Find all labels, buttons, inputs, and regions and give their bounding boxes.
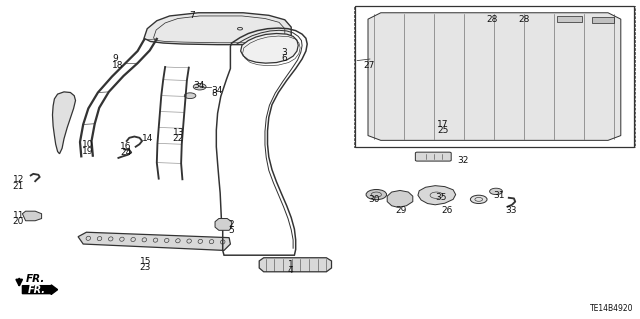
Text: 7: 7: [189, 11, 195, 20]
Text: 27: 27: [364, 61, 375, 70]
Circle shape: [184, 93, 196, 99]
Polygon shape: [259, 258, 332, 272]
Text: 21: 21: [13, 182, 24, 191]
Text: FR.: FR.: [28, 285, 45, 295]
Text: 24: 24: [120, 148, 132, 157]
Bar: [354, 6, 635, 147]
Text: 29: 29: [396, 206, 407, 215]
Text: 18: 18: [112, 61, 124, 70]
Text: 26: 26: [442, 206, 453, 215]
Text: 6: 6: [282, 54, 287, 63]
Polygon shape: [407, 108, 428, 122]
Polygon shape: [78, 232, 230, 250]
FancyArrow shape: [22, 285, 58, 294]
Bar: [557, 16, 582, 22]
Text: 19: 19: [82, 147, 93, 156]
Polygon shape: [215, 219, 232, 230]
Text: 13: 13: [173, 128, 184, 137]
Text: 23: 23: [140, 263, 151, 272]
Polygon shape: [241, 33, 298, 63]
Circle shape: [366, 189, 387, 200]
Polygon shape: [52, 92, 76, 154]
Text: 5: 5: [228, 226, 234, 235]
Polygon shape: [387, 190, 413, 207]
Text: 28: 28: [518, 15, 530, 24]
Text: 33: 33: [506, 206, 517, 215]
Text: 31: 31: [493, 191, 504, 200]
Text: 12: 12: [13, 175, 24, 184]
Text: 16: 16: [120, 142, 132, 151]
Text: 9: 9: [112, 54, 118, 63]
Circle shape: [470, 195, 487, 204]
Text: 10: 10: [82, 140, 93, 149]
Polygon shape: [22, 211, 42, 221]
Polygon shape: [368, 13, 621, 140]
Text: 11: 11: [13, 211, 24, 219]
Text: 28: 28: [486, 15, 498, 24]
Text: 25: 25: [437, 126, 449, 135]
Text: 30: 30: [368, 195, 380, 204]
Text: 35: 35: [435, 193, 447, 202]
Text: 22: 22: [173, 134, 184, 143]
Text: 14: 14: [142, 134, 154, 143]
Bar: [592, 17, 614, 23]
Text: 8: 8: [211, 89, 217, 98]
FancyBboxPatch shape: [415, 152, 451, 161]
Text: 17: 17: [437, 120, 449, 129]
Polygon shape: [144, 13, 291, 45]
Text: 20: 20: [13, 217, 24, 226]
Text: 3: 3: [282, 48, 287, 57]
Bar: [355, 6, 634, 147]
Text: 34: 34: [193, 81, 205, 90]
Text: 2: 2: [228, 220, 234, 229]
Text: 34: 34: [211, 86, 223, 95]
Circle shape: [490, 188, 502, 195]
Text: TE14B4920: TE14B4920: [590, 304, 634, 313]
Text: 1: 1: [288, 260, 294, 269]
Text: 32: 32: [458, 156, 469, 165]
Text: 15: 15: [140, 257, 151, 266]
Text: 4: 4: [288, 266, 294, 275]
Text: FR.: FR.: [26, 274, 45, 284]
Circle shape: [193, 84, 206, 90]
Polygon shape: [418, 186, 456, 205]
